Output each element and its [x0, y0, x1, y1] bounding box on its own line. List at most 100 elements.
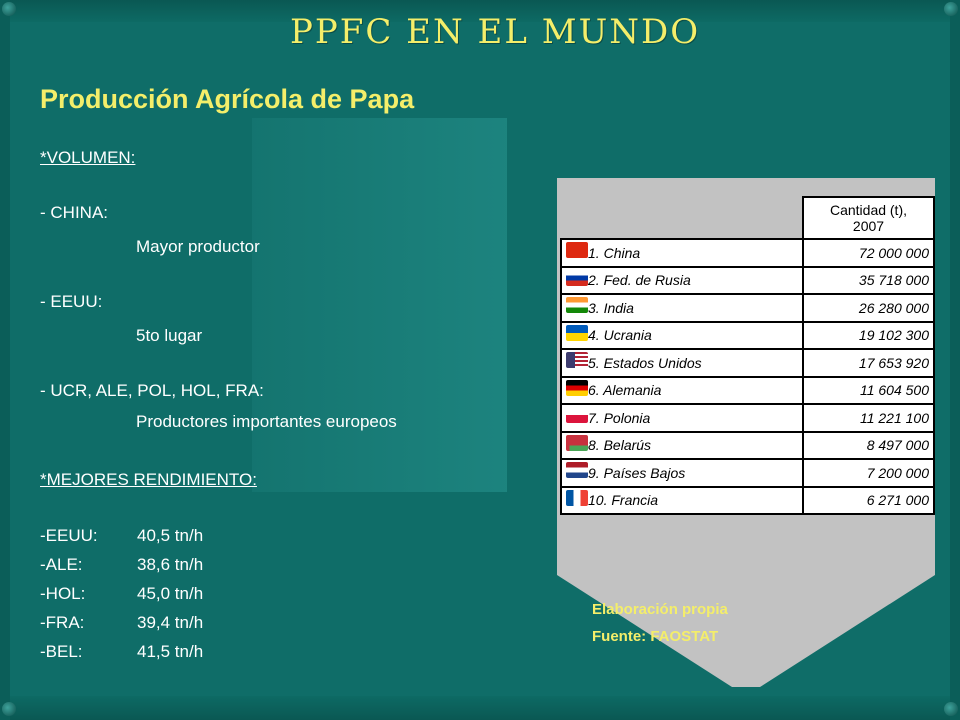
- table-row: 3. India 26 280 000: [560, 293, 935, 323]
- slide-subtitle: Producción Agrícola de Papa: [40, 84, 415, 114]
- background-panel: [252, 118, 507, 492]
- quantity-header-line1: Cantidad (t),: [829, 202, 908, 218]
- yield-country: -ALE:: [40, 555, 83, 574]
- frame-top: [0, 0, 960, 22]
- country-cell: 7. Polonia: [560, 403, 804, 433]
- quantity-cell: 11 221 100: [802, 403, 935, 433]
- production-table: Cantidad (t), 2007 1. China 72 000 000 2. …: [560, 196, 935, 515]
- china-flag-icon: [566, 242, 588, 258]
- yield-row: -FRA: 39,4 tn/h: [40, 613, 203, 633]
- eeuu-label: - EEUU:: [40, 292, 103, 311]
- yield-country: -BEL:: [40, 642, 83, 661]
- china-label: - CHINA:: [40, 203, 108, 222]
- quantity-cell: 11 604 500: [802, 375, 935, 405]
- rank-label: 1.: [588, 244, 600, 261]
- quantity-cell: 6 271 000: [802, 485, 935, 515]
- country-name: Francia: [611, 492, 659, 509]
- quantity-cell: 26 280 000: [802, 293, 935, 323]
- note-line1: Elaboración propia: [592, 601, 728, 618]
- table-row: 4. Ucrania 19 102 300: [560, 320, 935, 350]
- france-flag-icon: [566, 489, 588, 506]
- table-header-row: Cantidad (t), 2007: [561, 196, 935, 240]
- country-name: China: [603, 244, 641, 261]
- yield-value: 39,4 tn/h: [137, 613, 204, 632]
- table-row: 6. Alemania 11 604 500: [560, 375, 935, 405]
- china-desc: Mayor productor: [136, 237, 260, 256]
- table-row: 9. Países Bajos 7 200 000: [560, 458, 935, 488]
- eeuu-desc: 5to lugar: [136, 326, 203, 345]
- country-cell: 9. Países Bajos: [560, 458, 804, 488]
- yield-country: -FRA:: [40, 613, 85, 632]
- yield-country: -HOL:: [40, 584, 86, 603]
- yield-value: 40,5 tn/h: [137, 526, 204, 545]
- usa-flag-icon: [566, 352, 588, 368]
- country-cell: 10. Francia: [560, 485, 804, 515]
- volumen-heading: *VOLUMEN:: [40, 148, 136, 167]
- corner-rivet-icon: [944, 2, 958, 16]
- corner-rivet-icon: [944, 702, 958, 716]
- table-row: 2. Fed. de Rusia 35 718 000: [560, 265, 935, 295]
- frame-right: [950, 0, 960, 720]
- country-cell: 4. Ucrania: [560, 320, 804, 350]
- ukraine-flag-icon: [566, 324, 588, 341]
- table-row: 7. Polonia 11 221 100: [560, 403, 935, 433]
- corner-rivet-icon: [2, 702, 16, 716]
- quantity-cell: 19 102 300: [802, 320, 935, 350]
- yield-country: -EEUU:: [40, 526, 98, 545]
- rank-label: 3.: [588, 299, 600, 316]
- rank-label: 4.: [588, 327, 600, 344]
- rank-label: 2.: [588, 272, 600, 289]
- country-name: Belarús: [603, 437, 652, 454]
- quantity-header: Cantidad (t), 2007: [802, 196, 935, 240]
- table-row: 10. Francia 6 271 000: [560, 485, 935, 515]
- country-name: Países Bajos: [603, 464, 686, 481]
- group-desc: Productores importantes europeos: [136, 412, 397, 431]
- yield-value: 38,6 tn/h: [137, 555, 204, 574]
- country-cell: 5. Estados Unidos: [560, 348, 804, 378]
- quantity-cell: 17 653 920: [802, 348, 935, 378]
- country-cell: 8. Belarús: [560, 430, 804, 460]
- rank-label: 9.: [588, 464, 600, 481]
- header-blank-cell: [561, 197, 803, 239]
- rank-label: 6.: [588, 382, 600, 399]
- quantity-cell: 8 497 000: [802, 430, 935, 460]
- yield-value: 45,0 tn/h: [137, 584, 204, 603]
- country-name: Fed. de Rusia: [603, 272, 691, 289]
- frame-left: [0, 0, 10, 720]
- slide-header: PPFC EN EL MUNDO: [290, 12, 701, 52]
- quantity-header-line2: 2007: [852, 218, 885, 234]
- table-row: 1. China 72 000 000: [560, 238, 935, 268]
- netherlands-flag-icon: [566, 462, 588, 478]
- rendimiento-heading: *MEJORES RENDIMIENTO:: [40, 470, 257, 489]
- quantity-cell: 35 718 000: [802, 265, 935, 295]
- germany-flag-icon: [566, 379, 588, 396]
- country-name: Polonia: [603, 409, 651, 426]
- table-row: 8. Belarús 8 497 000: [560, 430, 935, 460]
- country-name: Estados Unidos: [603, 354, 702, 371]
- table-body: 1. China 72 000 000 2. Fed. de Rusia 35 718…: [560, 238, 935, 515]
- down-arrow-shape: [557, 565, 935, 687]
- rank-label: 5.: [588, 354, 600, 371]
- country-cell: 3. India: [560, 293, 804, 323]
- india-flag-icon: [566, 297, 588, 313]
- russia-flag-icon: [566, 269, 588, 286]
- yield-value: 41,5 tn/h: [137, 642, 204, 661]
- country-cell: 2. Fed. de Rusia: [560, 265, 804, 295]
- yield-row: -BEL: 41,5 tn/h: [40, 642, 203, 662]
- country-name: India: [603, 299, 634, 316]
- belarus-flag-icon: [566, 434, 588, 451]
- country-name: Ucrania: [603, 327, 652, 344]
- rank-label: 8.: [588, 437, 600, 454]
- table-row: 5. Estados Unidos 17 653 920: [560, 348, 935, 378]
- quantity-cell: 7 200 000: [802, 458, 935, 488]
- poland-flag-icon: [566, 407, 588, 423]
- yield-row: -EEUU: 40,5 tn/h: [40, 526, 203, 546]
- rank-label: 7.: [588, 409, 600, 426]
- yield-row: -ALE: 38,6 tn/h: [40, 555, 203, 575]
- corner-rivet-icon: [2, 2, 16, 16]
- country-cell: 6. Alemania: [560, 375, 804, 405]
- quantity-cell: 72 000 000: [802, 238, 935, 268]
- frame-bottom: [0, 696, 960, 720]
- country-cell: 1. China: [560, 238, 804, 268]
- yield-row: -HOL: 45,0 tn/h: [40, 584, 203, 604]
